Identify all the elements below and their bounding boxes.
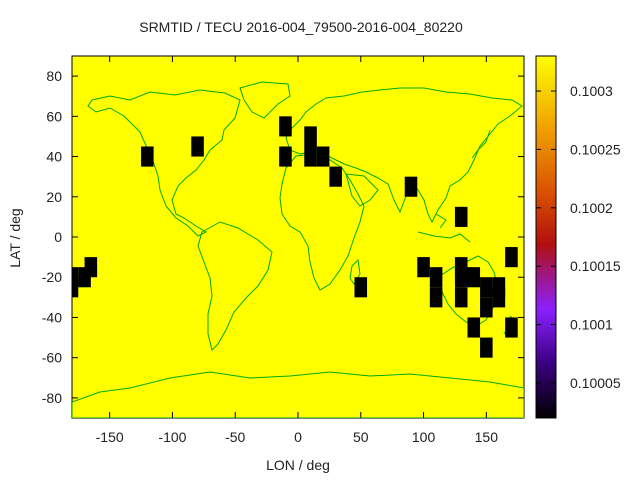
data-cell: [84, 257, 98, 278]
x-tick-label: 100: [412, 429, 436, 445]
colorbar-tick-label: 0.1003: [570, 83, 613, 99]
data-cell: [354, 277, 368, 298]
y-tick-label: 80: [46, 68, 62, 84]
data-cell: [492, 287, 506, 308]
y-tick-label: 40: [46, 149, 62, 165]
data-cell: [191, 136, 204, 157]
data-cell: [304, 146, 317, 167]
data-cell: [429, 267, 443, 288]
x-axis-label: LON / deg: [266, 457, 330, 473]
data-cell: [329, 166, 342, 187]
colorbar-tick-label: 0.1001: [570, 317, 613, 333]
colorbar-tick-label: 0.10015: [570, 258, 621, 274]
data-cell: [429, 287, 443, 308]
data-cell: [480, 277, 493, 298]
data-cell: [72, 277, 79, 298]
x-tick-label: -50: [225, 429, 245, 445]
data-cell: [480, 337, 493, 358]
data-cell: [467, 267, 481, 288]
colorbar-tick-label: 0.1002: [570, 200, 613, 216]
plot-area: [71, 55, 525, 419]
data-cell: [316, 146, 330, 167]
data-cell: [304, 126, 317, 147]
y-tick-label: -40: [42, 309, 62, 325]
data-cell: [279, 146, 292, 167]
y-tick-label: -60: [42, 350, 62, 366]
y-tick-label: -20: [42, 269, 62, 285]
y-axis-label: LAT / deg: [7, 208, 23, 267]
y-tick-label: -80: [42, 390, 62, 406]
colorbar-tick-label: 0.10005: [570, 375, 621, 391]
data-cell: [454, 206, 468, 227]
x-tick-label: 0: [294, 429, 302, 445]
data-cell: [404, 176, 418, 197]
data-cell: [505, 247, 518, 268]
y-axis: -80 -60 -40 -20 0 20 40 60 80: [42, 68, 524, 406]
data-cell: [141, 146, 154, 167]
y-tick-label: 0: [54, 229, 62, 245]
data-cell: [417, 257, 430, 278]
y-tick-label: 60: [46, 108, 62, 124]
data-cell: [454, 287, 468, 308]
colorbar: [535, 55, 557, 419]
data-cell: [454, 257, 468, 278]
y-tick-label: 20: [46, 189, 62, 205]
x-axis: -150 -100 -50 0 50 100 150: [96, 56, 499, 445]
chart-title: SRMTID / TECU 2016-004_79500-2016-004_80…: [139, 19, 463, 35]
x-tick-label: 150: [475, 429, 499, 445]
data-cell: [467, 317, 481, 338]
data-cell: [505, 317, 518, 338]
colorbar-ticks: 0.10005 0.1001 0.10015 0.1002 0.10025 0.1003: [536, 83, 621, 391]
x-tick-label: 50: [353, 429, 369, 445]
x-tick-label: -150: [96, 429, 124, 445]
data-cell: [279, 116, 292, 137]
colorbar-tick-label: 0.10025: [570, 141, 621, 157]
cells-layer: [72, 116, 518, 358]
data-cell: [480, 297, 493, 318]
x-tick-label: -100: [158, 429, 186, 445]
